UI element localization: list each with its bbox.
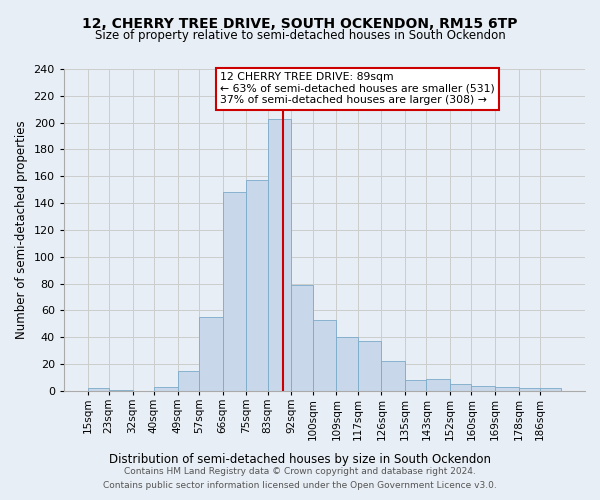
Bar (427, 379, 450, 391)
Bar (519, 388, 540, 391)
Text: Distribution of semi-detached houses by size in South Ockendon: Distribution of semi-detached houses by … (109, 452, 491, 466)
Text: 12, CHERRY TREE DRIVE, SOUTH OCKENDON, RM15 6TP: 12, CHERRY TREE DRIVE, SOUTH OCKENDON, R… (82, 18, 518, 32)
Bar (154, 387, 178, 391)
Y-axis label: Number of semi-detached properties: Number of semi-detached properties (15, 120, 28, 340)
Bar (450, 384, 472, 391)
Bar (540, 388, 562, 391)
Bar (495, 387, 519, 391)
Bar (292, 285, 313, 391)
Text: Contains public sector information licensed under the Open Government Licence v3: Contains public sector information licen… (103, 481, 497, 490)
Bar (358, 342, 382, 391)
Bar (199, 317, 223, 391)
Bar (223, 192, 247, 391)
Bar (472, 386, 495, 391)
Bar (337, 338, 358, 391)
Text: Size of property relative to semi-detached houses in South Ockendon: Size of property relative to semi-detach… (95, 29, 505, 42)
Bar (268, 118, 292, 391)
Bar (382, 362, 405, 391)
Bar (178, 371, 199, 391)
Bar (405, 380, 427, 391)
Bar (313, 320, 337, 391)
Text: 12 CHERRY TREE DRIVE: 89sqm
← 63% of semi-detached houses are smaller (531)
37% : 12 CHERRY TREE DRIVE: 89sqm ← 63% of sem… (220, 72, 495, 106)
Bar (88, 388, 109, 391)
Bar (247, 180, 268, 391)
Text: Contains HM Land Registry data © Crown copyright and database right 2024.: Contains HM Land Registry data © Crown c… (124, 467, 476, 476)
Bar (109, 390, 133, 391)
